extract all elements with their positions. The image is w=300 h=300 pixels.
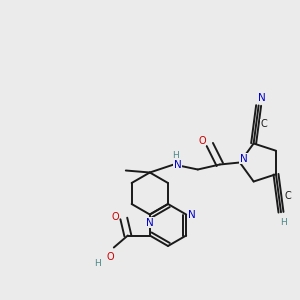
- Text: O: O: [106, 251, 114, 262]
- Text: N: N: [174, 160, 182, 170]
- Text: C: C: [285, 191, 291, 201]
- Text: N: N: [188, 209, 196, 220]
- Text: N: N: [258, 94, 266, 103]
- Text: C: C: [260, 119, 267, 130]
- Text: H: H: [280, 218, 287, 227]
- Text: O: O: [198, 136, 206, 146]
- Text: N: N: [146, 218, 154, 227]
- Text: N: N: [240, 154, 248, 164]
- Text: H: H: [172, 151, 179, 160]
- Text: O: O: [111, 212, 118, 221]
- Text: H: H: [94, 259, 101, 268]
